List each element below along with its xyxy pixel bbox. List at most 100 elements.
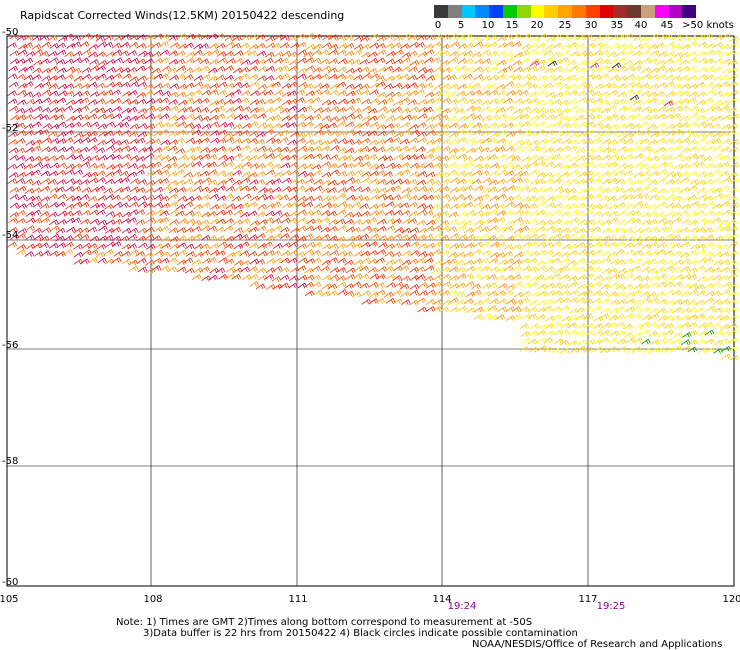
wind-barb: [440, 60, 450, 66]
wind-barb: [449, 106, 459, 113]
wind-barb: [192, 146, 202, 152]
wind-barb: [511, 164, 522, 170]
wind-barb: [392, 275, 402, 281]
wind-barb: [649, 194, 659, 200]
wind-barb: [639, 193, 650, 200]
wind-barb: [527, 65, 538, 72]
wind-barb: [55, 107, 65, 113]
wind-barb: [169, 209, 179, 215]
wind-barb: [625, 203, 636, 209]
wind-barb: [375, 81, 386, 87]
wind-barb: [599, 337, 610, 344]
wind-barb: [240, 145, 251, 151]
wind-barb: [114, 122, 124, 128]
wind-barb: [513, 171, 524, 177]
wind-barb: [625, 235, 636, 242]
wind-barb: [103, 107, 113, 114]
wind-barb: [527, 195, 538, 202]
wind-barb: [256, 50, 267, 57]
wind-barb: [719, 170, 730, 177]
wind-barb: [695, 210, 705, 216]
wind-barb: [490, 131, 500, 138]
wind-barb: [233, 58, 244, 64]
wind-barb: [568, 226, 579, 233]
wind-barb: [162, 185, 172, 192]
wind-barb: [296, 201, 306, 208]
wind-barb: [287, 154, 298, 161]
wind-barb: [360, 211, 370, 217]
wind-barb: [199, 58, 210, 65]
wind-barb: [23, 91, 34, 98]
wind-barb: [370, 98, 380, 104]
wind-barb: [79, 97, 90, 104]
wind-barb: [303, 105, 314, 112]
wind-barb: [697, 194, 708, 200]
wind-barb: [249, 155, 259, 161]
wind-barb: [96, 243, 107, 250]
wind-barb: [175, 148, 186, 154]
wind-barb: [578, 291, 588, 297]
wind-barb: [297, 170, 308, 177]
wind-barb: [544, 249, 554, 256]
wind-barb: [40, 217, 50, 224]
wind-barb: [121, 250, 131, 257]
wind-barb: [346, 194, 356, 201]
wind-barb: [609, 99, 619, 106]
wind-barb: [575, 115, 586, 121]
wind-barb: [175, 137, 185, 144]
wind-barb: [681, 218, 691, 225]
wind-barb: [673, 163, 684, 170]
wind-barb: [345, 177, 356, 183]
wind-barb: [560, 130, 570, 137]
wind-barb: [271, 42, 281, 49]
latitude-label: -52: [2, 123, 19, 134]
wind-barb: [193, 81, 204, 88]
wind-barb: [191, 211, 202, 217]
wind-barb: [426, 130, 436, 136]
wind-barb: [248, 137, 258, 144]
wind-barb: [585, 121, 595, 128]
wind-barb: [664, 265, 675, 272]
wind-barb: [704, 242, 714, 248]
wind-barb: [529, 91, 539, 97]
wind-barb: [456, 146, 466, 153]
wind-barb: [87, 113, 98, 120]
wind-barb: [458, 234, 468, 240]
wind-barb: [264, 161, 274, 168]
wind-barb: [223, 209, 233, 216]
wind-barb: [480, 211, 491, 218]
wind-barb: [80, 179, 90, 185]
wind-barb: [401, 227, 412, 234]
wind-barb: [601, 171, 611, 177]
wind-barb: [623, 242, 634, 249]
wind-barb: [521, 106, 531, 112]
wind-barb: [711, 267, 722, 273]
wind-barb: [602, 227, 612, 234]
wind-barb: [608, 89, 619, 96]
wind-barb: [143, 202, 154, 209]
wind-barb: [169, 251, 180, 257]
wind-barb: [399, 138, 410, 145]
wind-barb: [321, 115, 332, 122]
wind-barb: [72, 233, 83, 240]
wind-barb: [496, 122, 507, 129]
wind-barb: [177, 83, 187, 90]
wind-barb: [607, 241, 618, 248]
wind-barb: [168, 50, 179, 57]
wind-barb: [216, 185, 226, 192]
wind-barb: [215, 98, 225, 105]
wind-barb: [626, 298, 636, 304]
wind-barb: [216, 170, 227, 177]
wind-barb: [89, 235, 100, 242]
wind-barb: [696, 99, 706, 106]
wind-barb: [519, 346, 529, 352]
wind-barb: [136, 58, 146, 65]
wind-barb: [664, 233, 674, 240]
wind-barb: [585, 250, 596, 256]
wind-barb: [424, 162, 434, 169]
wind-barb: [401, 122, 411, 128]
wind-barb: [593, 329, 603, 336]
wind-barb: [224, 235, 235, 242]
wind-barb: [328, 73, 338, 80]
wind-barb: [513, 281, 523, 288]
